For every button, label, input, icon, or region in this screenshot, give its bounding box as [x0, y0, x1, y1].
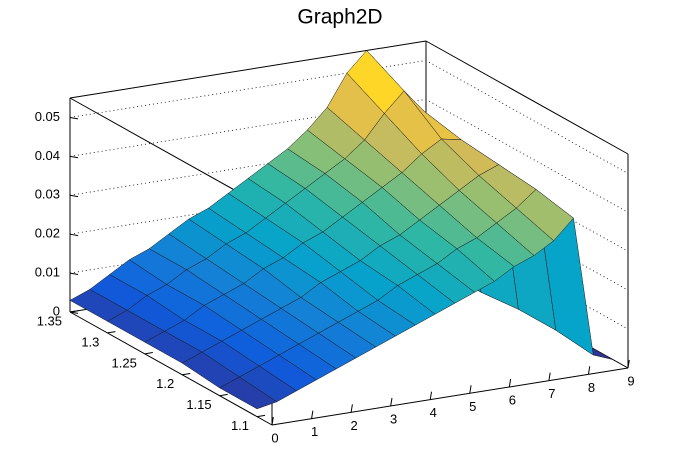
x-tick-label: 9 — [627, 373, 634, 388]
grid-line — [69, 98, 629, 213]
tick-mark — [144, 352, 153, 355]
y-tick-label: 1.3 — [81, 334, 99, 349]
x-axis — [271, 367, 629, 426]
y-tick-label: 1.2 — [156, 376, 174, 391]
x-tick-label: 4 — [430, 405, 437, 420]
z-tick-label: 0.05 — [35, 109, 60, 124]
tick-mark — [69, 116, 79, 120]
x-tick-label: 3 — [390, 411, 397, 426]
box-edge — [425, 40, 629, 155]
y-tick-label: 1.1 — [231, 418, 249, 433]
chart-title: Graph2D — [297, 6, 382, 29]
grid-line — [69, 60, 629, 174]
x-tick-label: 6 — [509, 392, 516, 407]
tick-mark — [469, 385, 472, 394]
tick-mark — [107, 331, 116, 334]
z-tick-label: 0.03 — [35, 187, 60, 202]
z-tick-label: 0.04 — [35, 148, 60, 163]
tick-mark — [587, 366, 591, 375]
tick-mark — [219, 393, 228, 397]
x-tick-label: 8 — [588, 380, 595, 395]
tick-mark — [69, 155, 79, 159]
x-tick-label: 0 — [271, 430, 278, 445]
y-tick-label: 1.35 — [37, 313, 62, 328]
tick-mark — [256, 414, 266, 418]
z-tick-label: 0 — [53, 303, 60, 318]
tick-mark — [69, 310, 79, 313]
tick-mark — [429, 391, 433, 400]
x-tick-label: 5 — [469, 399, 476, 414]
y-axis — [69, 311, 273, 426]
x-tick-label: 2 — [350, 418, 357, 433]
tick-mark — [548, 372, 551, 381]
tick-mark — [627, 359, 630, 369]
tick-mark — [508, 378, 512, 388]
y-tick-label: 1.25 — [112, 355, 137, 370]
tick-mark — [311, 410, 314, 419]
tick-mark — [69, 194, 79, 198]
surface-cell — [219, 376, 278, 410]
z-tick-label: 0.01 — [35, 265, 60, 280]
x-tick-label: 7 — [548, 386, 555, 401]
tick-mark — [182, 372, 191, 376]
tick-mark — [69, 272, 79, 275]
y-tick-label: 1.15 — [186, 397, 211, 412]
tick-mark — [69, 233, 79, 237]
tick-mark — [271, 416, 274, 426]
tick-mark — [390, 397, 393, 407]
x-tick-label: 1 — [311, 424, 318, 439]
tick-mark — [350, 404, 353, 413]
z-tick-label: 0.02 — [35, 226, 60, 241]
